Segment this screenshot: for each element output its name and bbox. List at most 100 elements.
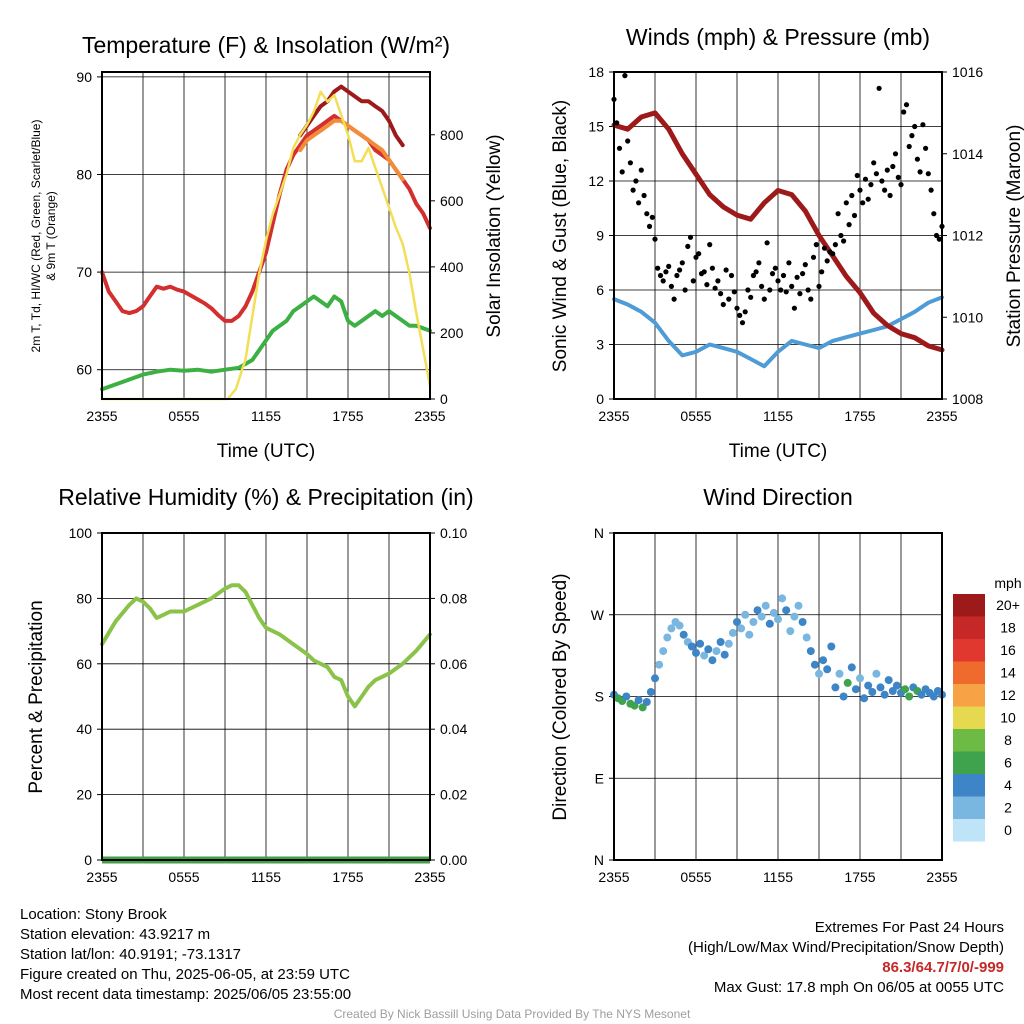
x-tick-label: 0555: [680, 408, 711, 424]
gust-point: [865, 196, 871, 202]
y2-axis-label: Solar Insolation (Yellow): [484, 134, 505, 337]
direction-point: [696, 639, 705, 648]
humidity-line: [100, 583, 432, 709]
gust-point: [674, 272, 680, 279]
direction-point: [659, 647, 668, 656]
y2-tick-label: 800: [440, 127, 464, 143]
gust-point: [841, 238, 847, 244]
gust-point: [671, 296, 677, 302]
direction-point: [851, 685, 860, 694]
gust-point: [797, 291, 803, 297]
direction-point: [741, 610, 750, 619]
plot-border: [101, 532, 431, 861]
direction-point: [692, 648, 700, 657]
gust-point: [783, 289, 789, 295]
elevation-text: Station elevation: 43.9217 m: [20, 926, 211, 943]
legend-label: 20+: [996, 597, 1020, 613]
y2-tick-label: 600: [440, 193, 464, 209]
legend-label: 8: [1004, 732, 1012, 748]
direction-point: [724, 639, 733, 648]
gust-point: [778, 287, 784, 293]
direction-point: [651, 674, 659, 683]
x-tick-label: 2355: [86, 408, 117, 424]
gust-point: [728, 272, 735, 279]
y-tick-label: 100: [69, 525, 93, 541]
panel-title: Temperature (F) & Insolation (W/m²): [82, 32, 450, 58]
gust-point: [769, 271, 776, 277]
x-tick-label: 0555: [680, 869, 711, 885]
extremes-title: Extremes For Past 24 Hours: [814, 919, 1004, 936]
location-text: Location: Stony Brook: [20, 906, 167, 923]
gust-point: [712, 285, 718, 291]
y-tick-label: 80: [76, 590, 92, 606]
gust-point: [925, 171, 931, 177]
y2-tick-label: 1010: [952, 309, 983, 325]
gust-point: [854, 172, 860, 179]
gust-point: [679, 260, 685, 266]
direction-point: [712, 647, 721, 656]
y-tick-label: 90: [76, 69, 92, 85]
gust-point: [890, 163, 896, 170]
gust-point: [701, 269, 707, 275]
x-tick-label: 1755: [844, 408, 875, 424]
plot-border: [613, 71, 943, 400]
gust-point: [638, 167, 644, 173]
y-tick-label: 60: [76, 362, 92, 378]
gust-point: [846, 222, 852, 228]
gust-point: [748, 294, 754, 300]
gust-point: [830, 251, 836, 257]
gust-point: [857, 187, 863, 193]
gust-point: [933, 232, 940, 239]
gust-point: [682, 287, 688, 293]
y-tick-label: 0: [84, 852, 92, 868]
gust-point: [619, 169, 625, 175]
direction-point: [704, 645, 713, 654]
panel-title: Winds (mph) & Pressure (mb): [626, 24, 930, 50]
y-tick-label: 0: [596, 391, 604, 407]
gust-point: [742, 309, 748, 315]
max-gust-text: Max Gust: 17.8 mph On 06/05 at 0055 UTC: [713, 979, 1004, 996]
y-tick-label: 3: [596, 337, 604, 353]
gust-point: [633, 178, 639, 184]
y2-tick-label: 0.06: [440, 656, 467, 672]
gust-point: [723, 267, 729, 273]
gust-point: [649, 214, 655, 220]
humidity-precipitation-panel: 2355 0555 1155 1755 23550204060801000.000.02…: [26, 484, 474, 885]
gust-point: [756, 260, 762, 266]
gust-point: [851, 212, 858, 219]
direction-point: [687, 642, 696, 651]
gust-point: [616, 145, 623, 151]
y-axis-label: Direction (Colored By Speed): [550, 573, 571, 820]
gust-point: [745, 287, 751, 293]
panel-title: Relative Humidity (%) & Precipitation (i…: [58, 484, 473, 510]
gust-point: [614, 120, 620, 126]
speed-color-legend: mph 20+ 18 16 14 12 10 8 6 4 2 0: [953, 575, 1022, 842]
gust-point: [731, 289, 737, 295]
gust-point: [819, 269, 825, 275]
gust-point: [657, 272, 664, 279]
created-text: Figure created on Thu, 2025-06-05, at 23…: [20, 966, 350, 983]
gust-point: [802, 262, 808, 268]
direction-point: [864, 681, 873, 690]
x-tick-label: 1155: [251, 408, 281, 424]
y2-tick-label: 1014: [952, 146, 983, 162]
direction-point: [806, 647, 815, 656]
gust-point: [772, 265, 778, 271]
extremes-values: 86.3/64.7/7/0/-999: [882, 959, 1004, 976]
x-tick-label: 2355: [86, 869, 117, 885]
gust-point: [849, 192, 855, 199]
gust-point: [832, 242, 839, 248]
x-tick-label: 2355: [926, 408, 957, 424]
plot-border: [613, 532, 943, 861]
gust-point: [923, 145, 929, 151]
gust-point: [808, 296, 814, 302]
direction-point: [827, 642, 836, 651]
x-tick-label: 1755: [332, 408, 363, 424]
legend-swatch: [953, 774, 985, 797]
legend-label: 4: [1004, 777, 1012, 793]
direction-point: [810, 660, 819, 669]
direction-point: [843, 678, 852, 687]
gust-point: [644, 211, 650, 217]
gust-point: [901, 109, 907, 115]
gust-point: [824, 258, 830, 264]
